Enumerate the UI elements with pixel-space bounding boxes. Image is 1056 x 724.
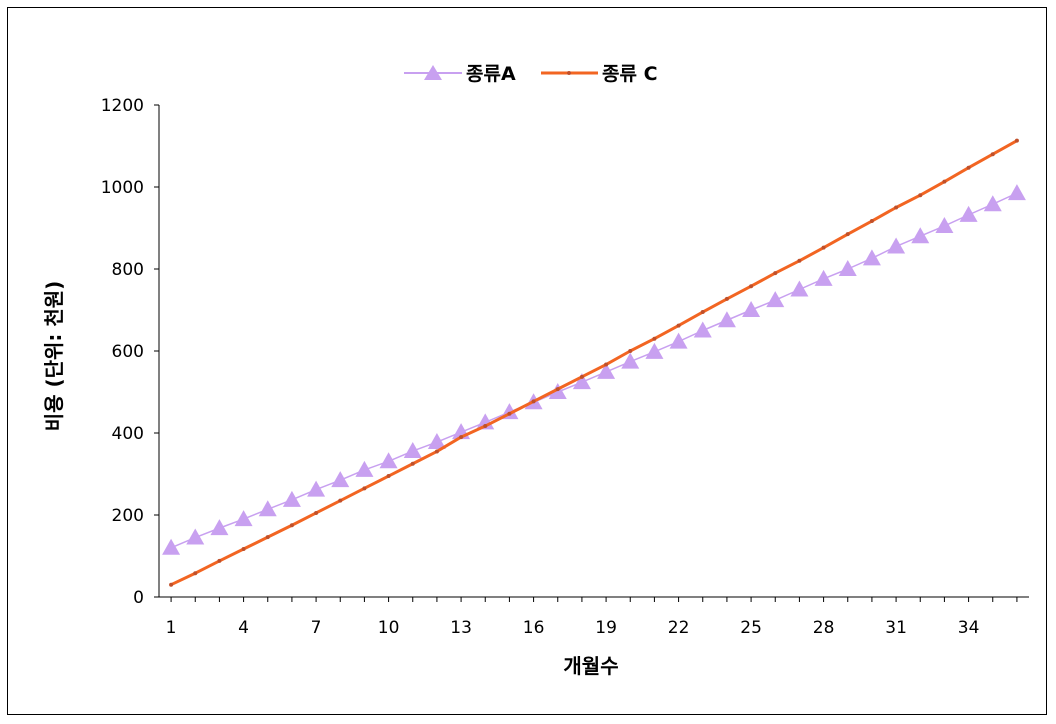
data-point-dot: [386, 474, 391, 479]
data-point-dot: [845, 232, 850, 237]
data-point-triangle: [282, 490, 301, 507]
data-point-dot: [314, 510, 319, 515]
data-point-triangle: [210, 519, 229, 536]
data-point-triangle: [572, 373, 591, 390]
data-point-dot: [676, 323, 681, 328]
x-tick-label: 34: [958, 618, 980, 638]
legend-triangle-icon: [424, 65, 442, 80]
data-point-dot: [773, 271, 778, 276]
data-point-dot: [942, 179, 947, 184]
data-point-dot: [700, 310, 705, 315]
data-point-triangle: [935, 216, 954, 233]
data-point-dot: [459, 435, 464, 440]
data-point-dot: [217, 558, 222, 563]
x-tick-label: 25: [740, 618, 762, 638]
legend-dot-icon: [567, 71, 571, 75]
data-point-dot: [604, 362, 609, 367]
data-point-dot: [990, 152, 995, 157]
data-point-dot: [265, 535, 270, 540]
y-tick-label: 400: [112, 424, 144, 444]
data-point-dot: [628, 349, 633, 353]
data-point-dot: [869, 219, 874, 224]
x-tick-label: 10: [378, 618, 400, 638]
data-point-triangle: [838, 260, 857, 276]
data-point-dot: [966, 165, 971, 170]
data-point-dot: [483, 424, 488, 429]
data-point-dot: [193, 571, 198, 576]
legend: 종류A 종류 C: [404, 63, 658, 85]
y-tick-label: 1000: [101, 178, 144, 198]
x-tick-label: 4: [238, 618, 249, 638]
data-point-triangle: [669, 332, 688, 349]
chart-frame: 종류A 종류 C 0 200 400 600 800 1000 1200 1 4 7 10 13 16 1…: [7, 7, 1047, 715]
y-tick-label: 800: [112, 260, 144, 280]
y-tick-label: 1200: [101, 96, 144, 116]
x-tick-label: 28: [813, 618, 835, 638]
y-tick-label: 0: [133, 588, 144, 608]
data-point-dot: [241, 547, 246, 552]
data-point-dot: [531, 399, 536, 404]
data-point-triangle: [307, 480, 326, 497]
data-point-triangle: [1007, 184, 1026, 201]
data-point-triangle: [403, 442, 422, 459]
x-tick-label: 31: [885, 618, 907, 638]
data-point-triangle: [621, 352, 640, 369]
data-point-triangle: [379, 452, 398, 469]
data-point-triangle: [645, 342, 664, 359]
data-point-triangle: [742, 301, 761, 317]
x-tick-label: 19: [595, 618, 617, 638]
data-point-dot: [579, 374, 584, 379]
x-tick-label: 7: [311, 618, 322, 638]
data-point-triangle: [862, 249, 881, 266]
series-line-1: [170, 139, 1018, 587]
data-point-dot: [507, 411, 512, 416]
series-layer: [162, 138, 1026, 587]
x-axis-title: 개월수: [563, 654, 618, 678]
x-tick-label: 1: [166, 618, 177, 638]
data-point-triangle: [162, 538, 181, 555]
data-point-triangle: [814, 269, 833, 286]
data-point-dot: [821, 245, 826, 250]
data-point-dot: [169, 582, 174, 587]
line-chart: 종류A 종류 C 0 200 400 600 800 1000 1200 1 4 7 10 13 16 1…: [42, 63, 1029, 678]
data-point-dot: [652, 336, 657, 341]
legend-label-series-a: 종류A: [466, 63, 516, 85]
x-tick-label: 13: [450, 618, 472, 638]
data-point-dot: [918, 193, 923, 198]
data-point-dot: [749, 284, 754, 289]
data-point-triangle: [887, 237, 906, 254]
data-point-dot: [1014, 138, 1019, 143]
legend-label-series-c: 종류 C: [602, 63, 658, 85]
data-point-dot: [724, 296, 729, 301]
data-point-triangle: [355, 460, 374, 477]
x-tick-label: 16: [523, 618, 545, 638]
data-point-triangle: [983, 195, 1002, 212]
data-point-triangle: [258, 500, 277, 517]
data-point-triangle: [693, 321, 712, 338]
data-point-triangle: [766, 291, 785, 308]
data-point-dot: [362, 486, 367, 491]
data-point-dot: [555, 387, 560, 392]
x-tick-label: 22: [668, 618, 690, 638]
data-point-triangle: [911, 227, 930, 244]
data-point-dot: [797, 258, 802, 263]
data-point-triangle: [597, 362, 616, 379]
data-point-dot: [338, 498, 343, 503]
y-tick-label: 200: [112, 506, 144, 526]
data-point-triangle: [186, 528, 205, 545]
data-point-dot: [434, 449, 439, 454]
y-tick-label: 600: [112, 342, 144, 362]
data-point-triangle: [717, 311, 736, 328]
data-point-triangle: [427, 433, 446, 450]
data-point-triangle: [234, 510, 253, 527]
data-point-dot: [289, 523, 294, 528]
axes: 0 200 400 600 800 1000 1200 1 4 7 10 13 16 19 22 25 28 31…: [101, 96, 1029, 638]
data-point-dot: [894, 205, 899, 210]
data-point-dot: [410, 461, 415, 466]
data-point-triangle: [790, 280, 809, 297]
data-point-triangle: [959, 205, 978, 222]
y-axis-title: 비용 (단위: 천원): [42, 281, 66, 432]
data-point-triangle: [331, 471, 350, 488]
